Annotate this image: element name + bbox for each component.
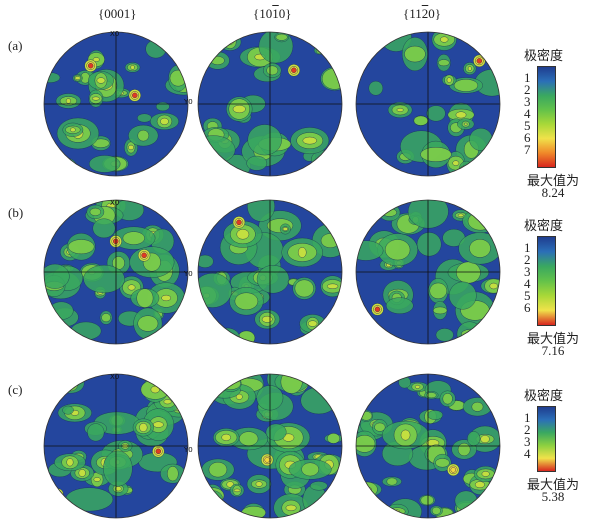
legend-tick-label: 6	[524, 130, 531, 145]
legend-max-value: 8.24	[541, 185, 565, 200]
legend-tick-label: 4	[524, 276, 531, 291]
legend-a: 极密度 1 2 3 4 5 6 7 最大值为 8.24	[518, 45, 584, 200]
legend-title: 极密度	[524, 218, 564, 233]
pole-figure-b-11-20	[355, 199, 501, 345]
legend-tick-label: 1	[524, 240, 531, 255]
legend-tick-label: 5	[524, 118, 531, 133]
legend-max-label: 最大值为	[526, 173, 579, 188]
legend-colorbar	[537, 406, 556, 472]
legend-tick-label: 1	[524, 70, 531, 85]
column-header-11-20: {1120}	[403, 6, 442, 21]
legend-colorbar	[537, 236, 556, 326]
legend-max-label: 最大值为	[526, 477, 579, 492]
legend-colorbar	[537, 66, 556, 168]
pole-figure-a-0001	[43, 31, 189, 177]
pole-figure-a-10-10	[197, 31, 343, 177]
y-axis-label-a: Y0	[184, 98, 193, 106]
row-label-b: (b)	[8, 205, 24, 220]
legend-tick-label: 3	[524, 94, 531, 109]
y-axis-label-b: Y0	[184, 270, 193, 278]
legend-max-value: 5.38	[541, 489, 565, 504]
legend-tick-label: 3	[524, 264, 531, 279]
legend-c: 极密度 1 2 3 4 最大值为 5.38	[518, 385, 584, 529]
x-axis-label-a: X0	[110, 30, 120, 38]
pole-figure-c-0001	[43, 373, 189, 519]
pole-figure-b-10-10	[197, 199, 343, 345]
legend-b: 极密度 1 2 3 4 5 6 最大值为 7.16	[518, 215, 584, 359]
legend-tick-label: 4	[524, 446, 531, 461]
x-axis-label-c: X0	[110, 373, 120, 381]
legend-tick-label: 2	[524, 252, 531, 267]
column-header-10-10: {1010}	[253, 6, 292, 21]
legend-tick-label: 6	[524, 300, 531, 315]
legend-tick-label: 7	[524, 142, 531, 157]
legend-tick-label: 2	[524, 82, 531, 97]
y-axis-label-c: Y0	[184, 446, 193, 454]
legend-tick-label: 1	[524, 410, 531, 425]
legend-tick-label: 4	[524, 106, 531, 121]
legend-tick-label: 3	[524, 434, 531, 449]
pole-figure-b-0001	[43, 199, 189, 345]
legend-tick-label: 2	[524, 422, 531, 437]
legend-tick-label: 5	[524, 288, 531, 303]
row-label-a: (a)	[8, 38, 23, 53]
pole-figure-a-11-20	[355, 31, 501, 177]
x-axis-label-b: X0	[110, 199, 120, 207]
pole-figure-c-10-10	[197, 373, 343, 519]
column-header-0001: {0001}	[98, 6, 137, 21]
row-label-c: (c)	[8, 382, 23, 397]
legend-title: 极密度	[524, 388, 564, 403]
pole-figure-c-11-20	[355, 373, 501, 519]
legend-max-label: 最大值为	[526, 331, 579, 346]
legend-title: 极密度	[524, 48, 564, 63]
legend-max-value: 7.16	[541, 343, 565, 358]
